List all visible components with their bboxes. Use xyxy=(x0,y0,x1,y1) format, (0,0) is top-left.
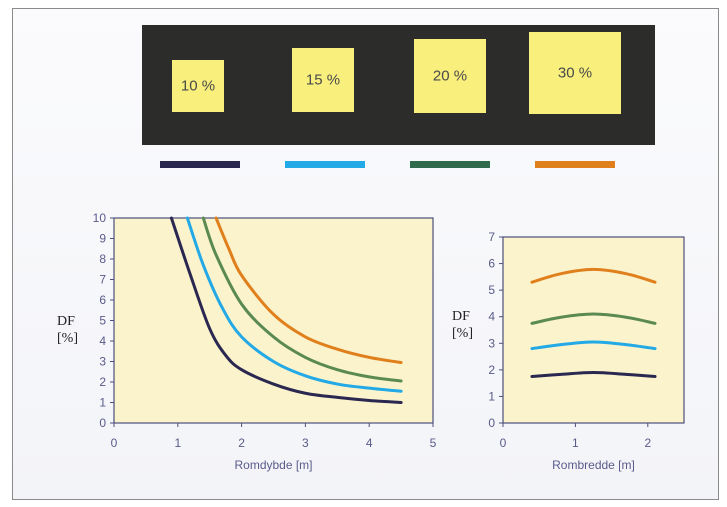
x-tick-label: 2 xyxy=(644,436,651,450)
window-30-percent: 30 % xyxy=(517,25,655,145)
series-line-2 xyxy=(530,340,657,351)
y-tick-label: 0 xyxy=(99,416,106,430)
y-tick-label: 3 xyxy=(99,355,106,369)
x-tick-label: 5 xyxy=(430,436,437,450)
window-pane: 30 % xyxy=(529,32,621,114)
y-tick-label: 6 xyxy=(488,257,495,271)
y-tick-label: 1 xyxy=(99,396,106,410)
x-tick-label: 4 xyxy=(366,436,373,450)
y-tick-label: 0 xyxy=(488,416,495,430)
window-label: 10 % xyxy=(180,77,216,95)
legend-swatch-30 xyxy=(535,161,615,168)
legend-swatch-20 xyxy=(410,161,490,168)
series-line-3 xyxy=(201,216,403,383)
x-tick-label: 0 xyxy=(111,436,118,450)
series-line-1 xyxy=(530,371,657,378)
plot-area xyxy=(113,217,434,424)
y-tick-label: 8 xyxy=(99,252,106,266)
x-tick-label: 2 xyxy=(238,436,245,450)
window-label: 20 % xyxy=(432,67,468,85)
y-tick-label: 5 xyxy=(99,314,106,328)
y-axis-label-right: DF [%] xyxy=(452,309,473,341)
window-15-percent: 15 % xyxy=(267,25,405,145)
y-tick-label: 4 xyxy=(99,334,106,348)
y-tick-label: 4 xyxy=(488,310,495,324)
series-line-4 xyxy=(214,216,403,365)
x-axis-label: Romdybde [m] xyxy=(234,458,312,472)
y-tick-label: 9 xyxy=(99,232,106,246)
y-tick-label: 7 xyxy=(488,230,495,244)
window-label: 30 % xyxy=(557,64,593,82)
window-10-percent: 10 % xyxy=(142,25,280,145)
y-axis-label-left: DF [%] xyxy=(57,314,78,346)
series-line-4 xyxy=(530,267,657,284)
plot-area xyxy=(502,236,685,424)
y-tick-label: 5 xyxy=(488,283,495,297)
series-line-1 xyxy=(169,216,403,404)
window-pane: 20 % xyxy=(414,39,486,113)
y-tick-label: 3 xyxy=(488,336,495,350)
y-tick-label: 6 xyxy=(99,293,106,307)
legend-swatch-15 xyxy=(285,161,365,168)
x-tick-label: 3 xyxy=(302,436,309,450)
x-axis-label: Rombredde [m] xyxy=(552,458,635,472)
y-tick-label: 2 xyxy=(488,363,495,377)
y-tick-label: 2 xyxy=(99,375,106,389)
window-pane: 15 % xyxy=(292,48,354,112)
legend-swatch-10 xyxy=(160,161,240,168)
series-line-3 xyxy=(530,312,657,325)
window-20-percent: 20 % xyxy=(392,25,530,145)
y-tick-label: 7 xyxy=(99,273,106,287)
x-tick-label: 0 xyxy=(500,436,507,450)
series-line-2 xyxy=(185,216,403,393)
window-pane: 10 % xyxy=(172,60,224,112)
y-tick-label: 10 xyxy=(93,211,107,225)
y-tick-label: 1 xyxy=(488,389,495,403)
x-tick-label: 1 xyxy=(174,436,181,450)
x-tick-label: 1 xyxy=(572,436,579,450)
window-label: 15 % xyxy=(305,71,341,89)
